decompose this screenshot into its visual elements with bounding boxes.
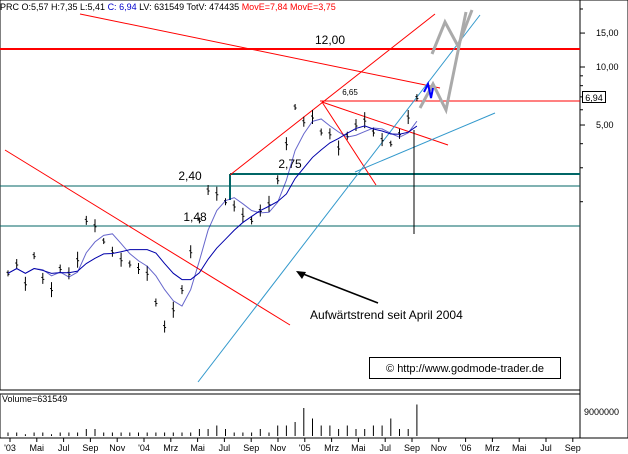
x-tick-label: Sep: [565, 443, 581, 453]
x-tick-label: Sep: [404, 443, 420, 453]
projection-blue: [423, 81, 434, 99]
moving-average-long: [7, 125, 418, 281]
annotation-arrowhead: [296, 271, 306, 279]
x-tick-label: Sep: [82, 443, 98, 453]
level-label: 1,48: [183, 210, 207, 224]
x-tick-label: '06: [460, 443, 472, 453]
info-ohlc: PRC O:5,57 H:7,35 L:5,41: [0, 2, 108, 12]
x-tick-label: Mai: [351, 443, 366, 453]
x-tick-label: Nov: [431, 443, 448, 453]
x-tick-label: Mai: [30, 443, 45, 453]
x-tick-label: Jul: [58, 443, 70, 453]
x-tick-label: Mrz: [163, 443, 178, 453]
x-tick-label: Nov: [270, 443, 287, 453]
x-tick-label: '05: [299, 443, 311, 453]
plot-area-border: [0, 0, 581, 391]
x-axis-ticks: '03 Mai Jul Sep Nov '04 Mrz Mai Jul Sep Nov '05 Mrz M…: [4, 438, 581, 453]
x-tick-label: Mrz: [324, 443, 339, 453]
volume-bars: [7, 404, 418, 436]
info-move2: MovE=3,75: [287, 2, 336, 12]
volume-max-label: 9000000: [584, 407, 620, 417]
level-label: 6,65: [342, 88, 358, 97]
annotation-arrow: [297, 271, 379, 304]
x-tick-label: Jul: [540, 443, 552, 453]
watermark-link[interactable]: © http://www.godmode-trader.de: [369, 357, 561, 379]
triangle-upper: [321, 101, 449, 146]
x-tick-label: Mai: [512, 443, 527, 453]
uptrend-line-2: [354, 112, 496, 173]
moving-average-short: [7, 118, 418, 307]
y-axis-ticks: 15,00 10,00 5,00: [580, 8, 619, 203]
projection-path: [418, 11, 468, 115]
x-tick-label: Mai: [190, 443, 205, 453]
projection-lines: [418, 9, 474, 115]
level-label: 2,40: [178, 169, 202, 183]
chart-info-bar: PRC O:5,57 H:7,35 L:5,41 C: 6,94 LV: 631…: [0, 0, 580, 14]
x-tick-label: Sep: [243, 443, 259, 453]
x-tick-label: Mrz: [485, 443, 500, 453]
price-bars: [6, 94, 419, 333]
x-tick-label: Jul: [379, 443, 391, 453]
info-volume: LV: 631549 TotV: 474435: [136, 2, 242, 12]
x-tick-label: Jul: [219, 443, 231, 453]
moving-averages: [7, 118, 418, 307]
level-label: 12,00: [315, 33, 345, 47]
trendlines: [4, 13, 496, 383]
current-price-box: 6,94: [582, 91, 606, 103]
y-tick-label: 10,00: [596, 62, 619, 72]
triangle-left: [321, 101, 377, 186]
trend-annotation: Aufwärtstrend seit April 2004: [310, 308, 463, 322]
volume-area-border: [0, 393, 581, 439]
projection-path-upper: [430, 9, 474, 55]
annotations: Aufwärtstrend seit April 2004: [296, 271, 463, 322]
info-close: C: 6,94: [107, 2, 137, 12]
info-move1: MovE=7,84: [241, 2, 288, 12]
x-tick-label: '04: [138, 443, 150, 453]
level-label: 2,75: [278, 157, 302, 171]
horizontal-levels: 12,00 6,65 2,75 2,40 1,48: [0, 33, 580, 227]
x-tick-label: '03: [4, 443, 16, 453]
uptrend-line: [197, 14, 481, 383]
x-tick-label: Nov: [109, 443, 126, 453]
volume-label: Volume=631549: [2, 394, 68, 404]
y-tick-label: 15,00: [596, 28, 619, 38]
channel-upper: [229, 13, 436, 176]
y-tick-label: 5,00: [596, 120, 614, 130]
resistance-line: [79, 13, 441, 89]
downtrend-line: [4, 149, 291, 326]
right-axis-border: [579, 0, 628, 439]
